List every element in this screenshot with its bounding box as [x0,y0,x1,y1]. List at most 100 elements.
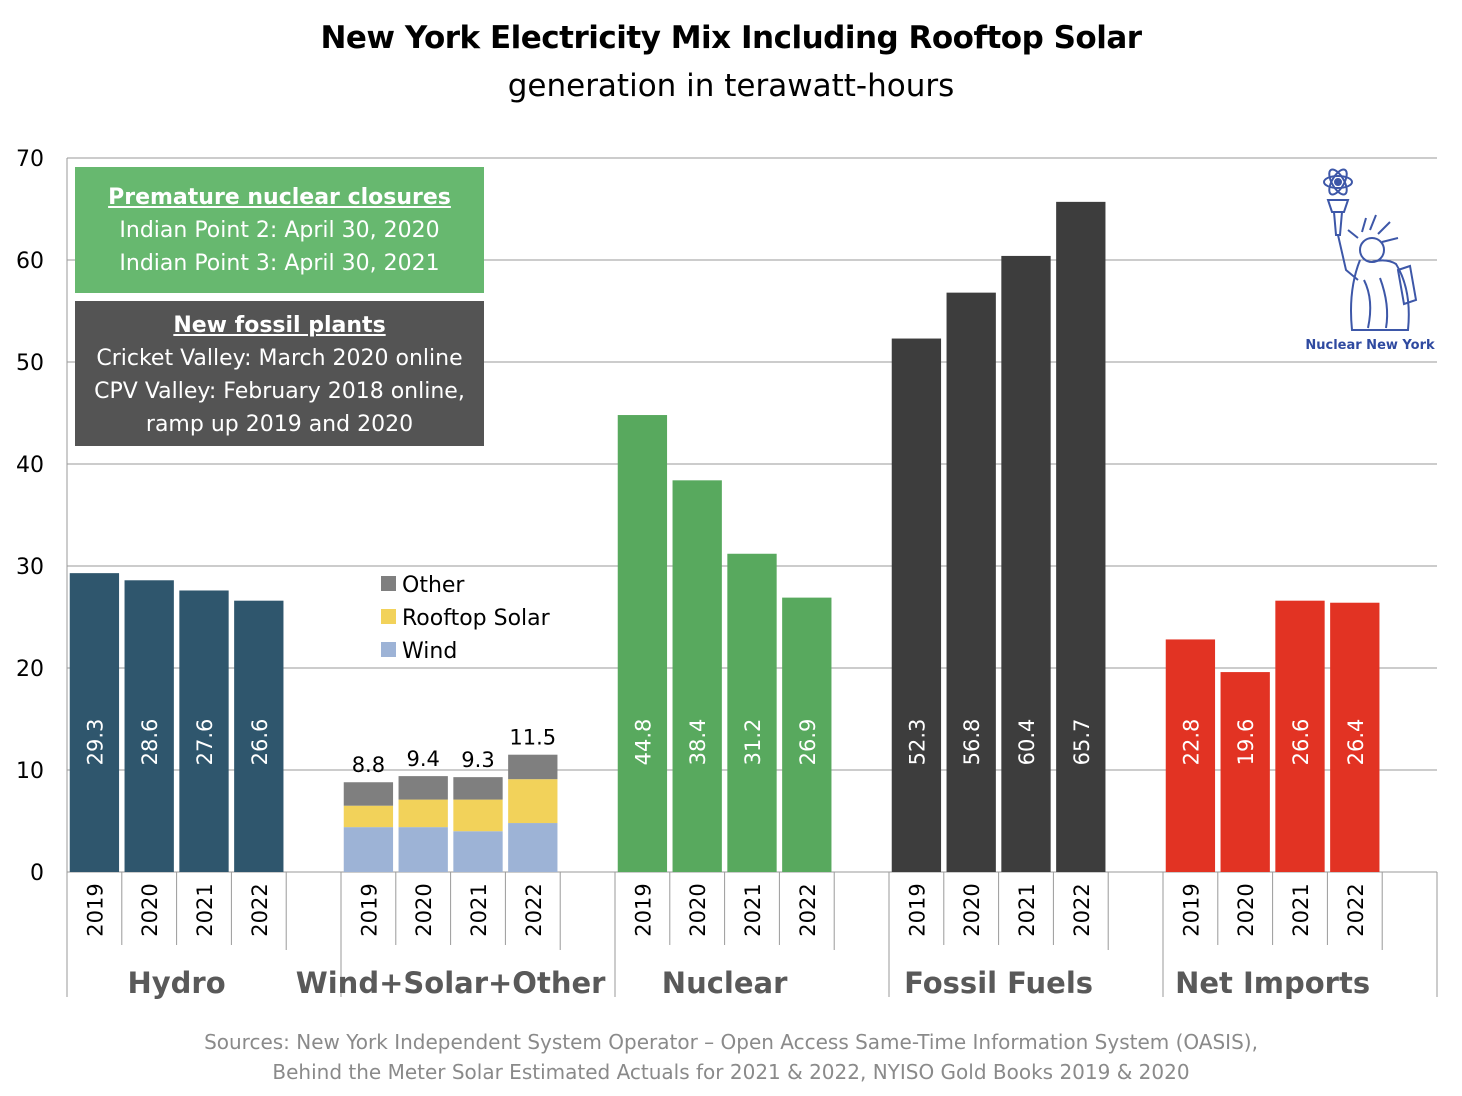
data-label: 29.3 [83,719,107,766]
x-tick-label: 2022 [1344,883,1368,936]
x-tick-label: 2021 [467,883,491,936]
x-tick-label: 2019 [631,883,655,936]
data-label: 28.6 [138,719,162,766]
group-label: Net Imports [1175,966,1370,1000]
bar-segment-wind [343,827,394,872]
bar-fossil-fuels [1001,255,1051,873]
legend-swatch [381,642,396,657]
x-tick-label: 2020 [960,883,984,936]
y-tick-label: 20 [16,657,44,682]
x-tick-label: 2019 [905,883,929,936]
x-tick-label: 2020 [686,883,710,936]
legend-swatch [381,576,396,591]
bar-segment-rooftop-solar [343,805,394,828]
bar-net-imports [1220,672,1270,872]
bar-segment-other [398,776,448,800]
nuclear-new-york-logo: Nuclear New York [1300,160,1440,360]
data-label: 22.8 [1179,719,1203,766]
fossil-plant-line: Cricket Valley: March 2020 online [96,346,463,371]
data-label: 26.6 [248,719,272,766]
data-label: 27.6 [193,719,217,766]
x-tick-label: 2021 [1015,883,1039,936]
data-label: 60.4 [1015,719,1039,766]
new-fossil-plants-heading: New fossil plants [173,313,386,338]
data-label: 26.4 [1344,719,1368,766]
fossil-plant-line: ramp up 2019 and 2020 [145,412,414,437]
group-label: Nuclear [662,966,788,1000]
sources-line-2: Behind the Meter Solar Estimated Actuals… [272,1060,1190,1084]
data-label: 9.4 [406,747,439,771]
bar-fossil-fuels [891,338,942,872]
data-label: 19.6 [1234,719,1258,766]
x-tick-label: 2020 [412,883,436,936]
y-tick-label: 70 [16,147,44,172]
data-label: 44.8 [631,719,655,766]
bar-nuclear [782,597,832,872]
fossil-plant-line: CPV Valley: February 2018 online, [94,379,465,404]
logo-caption: Nuclear New York [1305,338,1435,353]
x-tick-label: 2019 [1179,883,1203,936]
data-label: 8.8 [352,753,385,777]
bar-hydro [124,580,174,872]
data-label: 26.6 [1289,719,1313,766]
data-label: 52.3 [905,719,929,766]
chart-title: New York Electricity Mix Including Rooft… [320,20,1142,56]
chart-subtitle: generation in terawatt-hours [507,68,955,104]
data-label: 31.2 [741,719,765,766]
x-tick-label: 2020 [1234,883,1258,936]
group-label: Fossil Fuels [904,966,1093,1000]
nuclear-closures-heading: Premature nuclear closures [108,185,451,210]
data-label: 65.7 [1070,719,1094,766]
y-tick-label: 10 [16,759,44,784]
x-tick-label: 2021 [741,883,765,936]
bar-nuclear [672,480,722,872]
bar-net-imports [1330,602,1380,872]
bar-fossil-fuels [1056,201,1106,873]
bar-nuclear [727,553,777,872]
data-label: 9.3 [461,748,494,772]
y-tick-label: 60 [16,249,44,274]
nuclear-closure-line: Indian Point 2: April 30, 2020 [119,218,440,243]
y-tick-label: 40 [16,453,44,478]
bar-fossil-fuels [946,292,996,872]
nuclear-closure-line: Indian Point 3: April 30, 2021 [119,251,440,276]
nuclear-closures-annotation: Premature nuclear closures Indian Point … [75,167,484,293]
chart-plot: 0 10 20 30 40 50 60 70 29.3 2019 28.6 2020 27.6 2021 2… [16,147,1438,1000]
x-tick-label: 2021 [193,883,217,936]
legend-label: Wind [402,639,457,664]
group-label: Wind+Solar+Other [296,966,606,1000]
bar-nuclear [617,415,668,872]
x-tick-label: 2022 [522,883,546,936]
data-label: 56.8 [960,719,984,766]
x-tick-label: 2019 [357,883,381,936]
bar-net-imports [1165,639,1216,872]
x-tick-label: 2022 [796,883,820,936]
data-label: 38.4 [686,719,710,766]
x-tick-label: 2022 [1070,883,1094,936]
data-label: 26.9 [796,719,820,766]
y-tick-label: 0 [30,861,44,886]
bar-hydro [179,590,229,872]
y-tick-label: 50 [16,351,44,376]
bar-hydro [69,573,120,872]
bar-segment-rooftop-solar [398,799,448,828]
data-label: 11.5 [509,726,556,750]
new-fossil-plants-annotation: New fossil plants Cricket Valley: March … [75,301,484,446]
y-tick-label: 30 [16,555,44,580]
bar-segment-wind [508,823,558,872]
legend-swatch [381,609,396,624]
x-tick-label: 2020 [138,883,162,936]
bar-segment-other [508,754,558,780]
statue-of-liberty-atom-icon [1323,168,1418,331]
bar-net-imports [1275,600,1325,872]
x-tick-label: 2021 [1289,883,1313,936]
legend-label: Other [402,573,465,598]
bar-segment-wind [398,827,448,872]
bar-segment-wind [453,831,503,872]
sources-line-1: Sources: New York Independent System Ope… [204,1030,1258,1054]
bar-hydro [234,600,284,872]
bar-segment-other [343,782,394,806]
bar-segment-rooftop-solar [453,799,503,832]
bar-segment-other [453,777,503,800]
